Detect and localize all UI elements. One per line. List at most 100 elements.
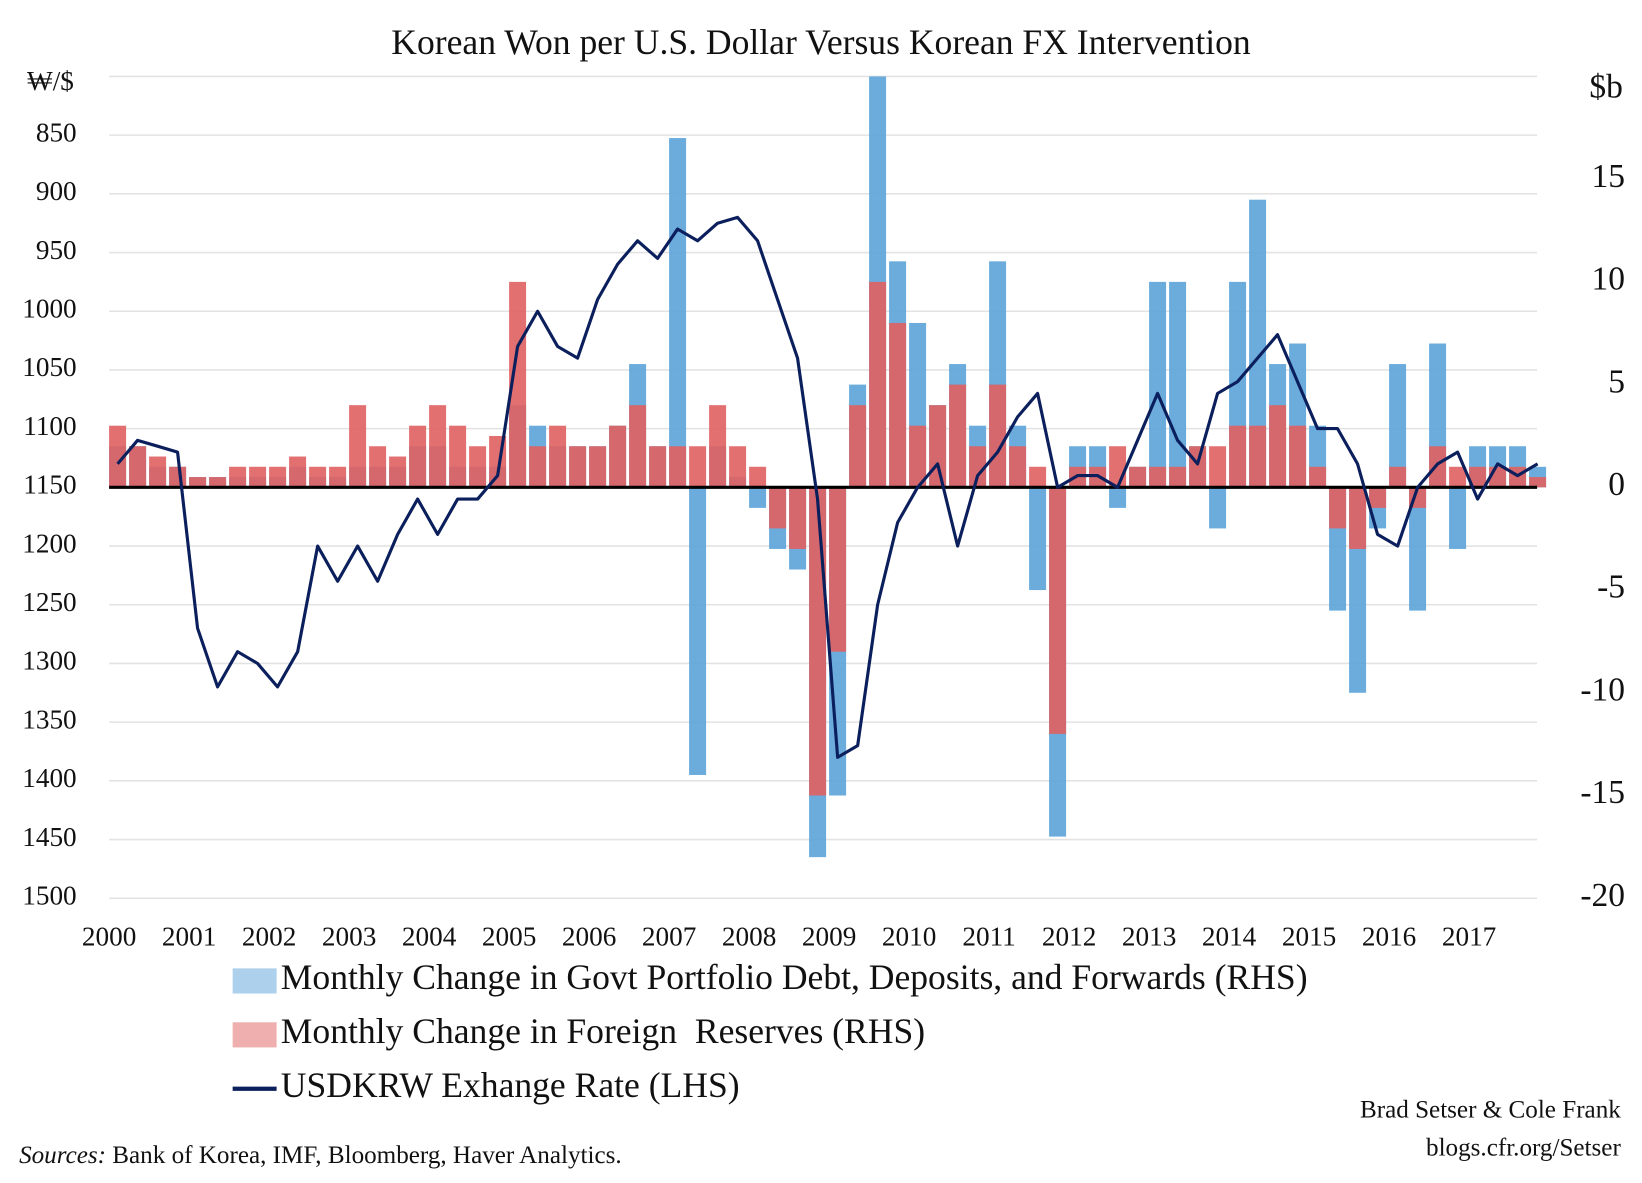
y-tick-label: 1300 <box>22 646 76 676</box>
bar <box>569 446 587 488</box>
y2-tick-label: -5 <box>1597 569 1625 606</box>
bar <box>1249 425 1267 488</box>
bar <box>1349 487 1367 549</box>
legend-label: USDKRW Exhange Rate (LHS) <box>281 1065 740 1105</box>
bar <box>1309 466 1327 488</box>
bar <box>1169 466 1187 488</box>
bar <box>369 446 387 488</box>
y2-tick-label: 10 <box>1592 261 1626 298</box>
bar <box>289 456 307 488</box>
bar <box>1029 466 1047 488</box>
y2-tick-label: 0 <box>1608 466 1625 503</box>
legend-label: Monthly Change in Foreign Reserves (RHS) <box>281 1011 925 1051</box>
bar <box>1169 281 1187 488</box>
y2-tick-label: -10 <box>1580 671 1625 708</box>
bar <box>1409 487 1427 611</box>
x-tick-label: 2000 <box>82 921 136 951</box>
y2-tick-label: -20 <box>1580 877 1625 914</box>
bar <box>269 466 287 488</box>
bar <box>1209 487 1227 529</box>
bar <box>209 477 227 488</box>
bar <box>509 281 527 488</box>
bar <box>609 425 627 488</box>
bar <box>1429 446 1447 488</box>
bar <box>1269 405 1287 488</box>
y-tick-label: 1500 <box>22 880 76 910</box>
bar <box>1109 446 1127 488</box>
bar <box>249 466 267 488</box>
bar <box>1389 364 1407 488</box>
x-tick-label: 2011 <box>962 921 1015 951</box>
bar <box>629 405 647 488</box>
bar <box>1229 425 1247 488</box>
x-tick-label: 2001 <box>162 921 216 951</box>
sources-label: Sources: <box>19 1142 106 1169</box>
bar <box>409 425 427 488</box>
x-tick-label: 2013 <box>1122 921 1176 951</box>
bar <box>1029 487 1047 591</box>
bar <box>1529 477 1547 488</box>
legend-swatch <box>232 1022 277 1048</box>
x-tick-label: 2017 <box>1442 921 1496 951</box>
bar <box>129 446 147 488</box>
y-tick-label: 950 <box>36 235 77 265</box>
x-tick-label: 2014 <box>1202 921 1257 951</box>
y-tick-label: 1250 <box>22 587 76 617</box>
x-tick-label: 2008 <box>722 921 776 951</box>
bar <box>169 466 187 488</box>
x-tick-label: 2004 <box>402 921 457 951</box>
y-tick-label: 1100 <box>23 411 76 441</box>
bar <box>1329 487 1347 529</box>
x-tick-label: 2009 <box>802 921 856 951</box>
bar <box>1449 487 1467 549</box>
bar <box>549 425 567 488</box>
bar <box>989 384 1007 488</box>
legend-label: Monthly Change in Govt Portfolio Debt, D… <box>281 957 1308 997</box>
bar <box>689 446 707 488</box>
bar <box>1289 425 1307 488</box>
x-tick-label: 2006 <box>562 921 616 951</box>
bar <box>849 405 867 488</box>
bar <box>1149 281 1167 488</box>
bar <box>389 456 407 488</box>
bar <box>329 466 347 488</box>
legend-swatch <box>232 968 277 994</box>
y-tick-label: 850 <box>36 117 77 147</box>
bar <box>769 487 787 529</box>
y-tick-label: 1200 <box>22 528 76 558</box>
y2-tick-label: 15 <box>1592 158 1626 195</box>
bar <box>1009 446 1027 488</box>
bar <box>1249 199 1267 488</box>
bar <box>689 487 707 775</box>
y-tick-label: 1450 <box>22 822 76 852</box>
bar <box>529 446 547 488</box>
y-tick-label: 1400 <box>22 763 76 793</box>
x-tick-label: 2015 <box>1282 921 1336 951</box>
bar <box>1449 466 1467 488</box>
bar <box>1369 487 1387 508</box>
bar <box>229 466 247 488</box>
y-axis-label: ₩/$ <box>27 66 74 96</box>
bar <box>109 425 127 488</box>
bar <box>649 446 667 488</box>
bar <box>789 487 807 549</box>
bar <box>449 425 467 488</box>
bar <box>1049 487 1067 734</box>
bar <box>349 405 367 488</box>
y-tick-label: 1350 <box>22 704 76 734</box>
bar <box>829 487 847 652</box>
bar <box>949 384 967 488</box>
bar <box>749 466 767 488</box>
x-tick-label: 2003 <box>322 921 376 951</box>
bar <box>469 446 487 488</box>
credit: blogs.cfr.org/Setser <box>1426 1134 1621 1161</box>
bar <box>909 425 927 488</box>
x-tick-label: 2016 <box>1362 921 1416 951</box>
bar <box>1109 487 1127 508</box>
bar <box>149 456 167 488</box>
credit: Brad Setser & Cole Frank <box>1360 1097 1621 1124</box>
bar <box>749 487 767 508</box>
y2-tick-label: 5 <box>1608 363 1625 400</box>
y-tick-label: 1150 <box>23 470 76 500</box>
